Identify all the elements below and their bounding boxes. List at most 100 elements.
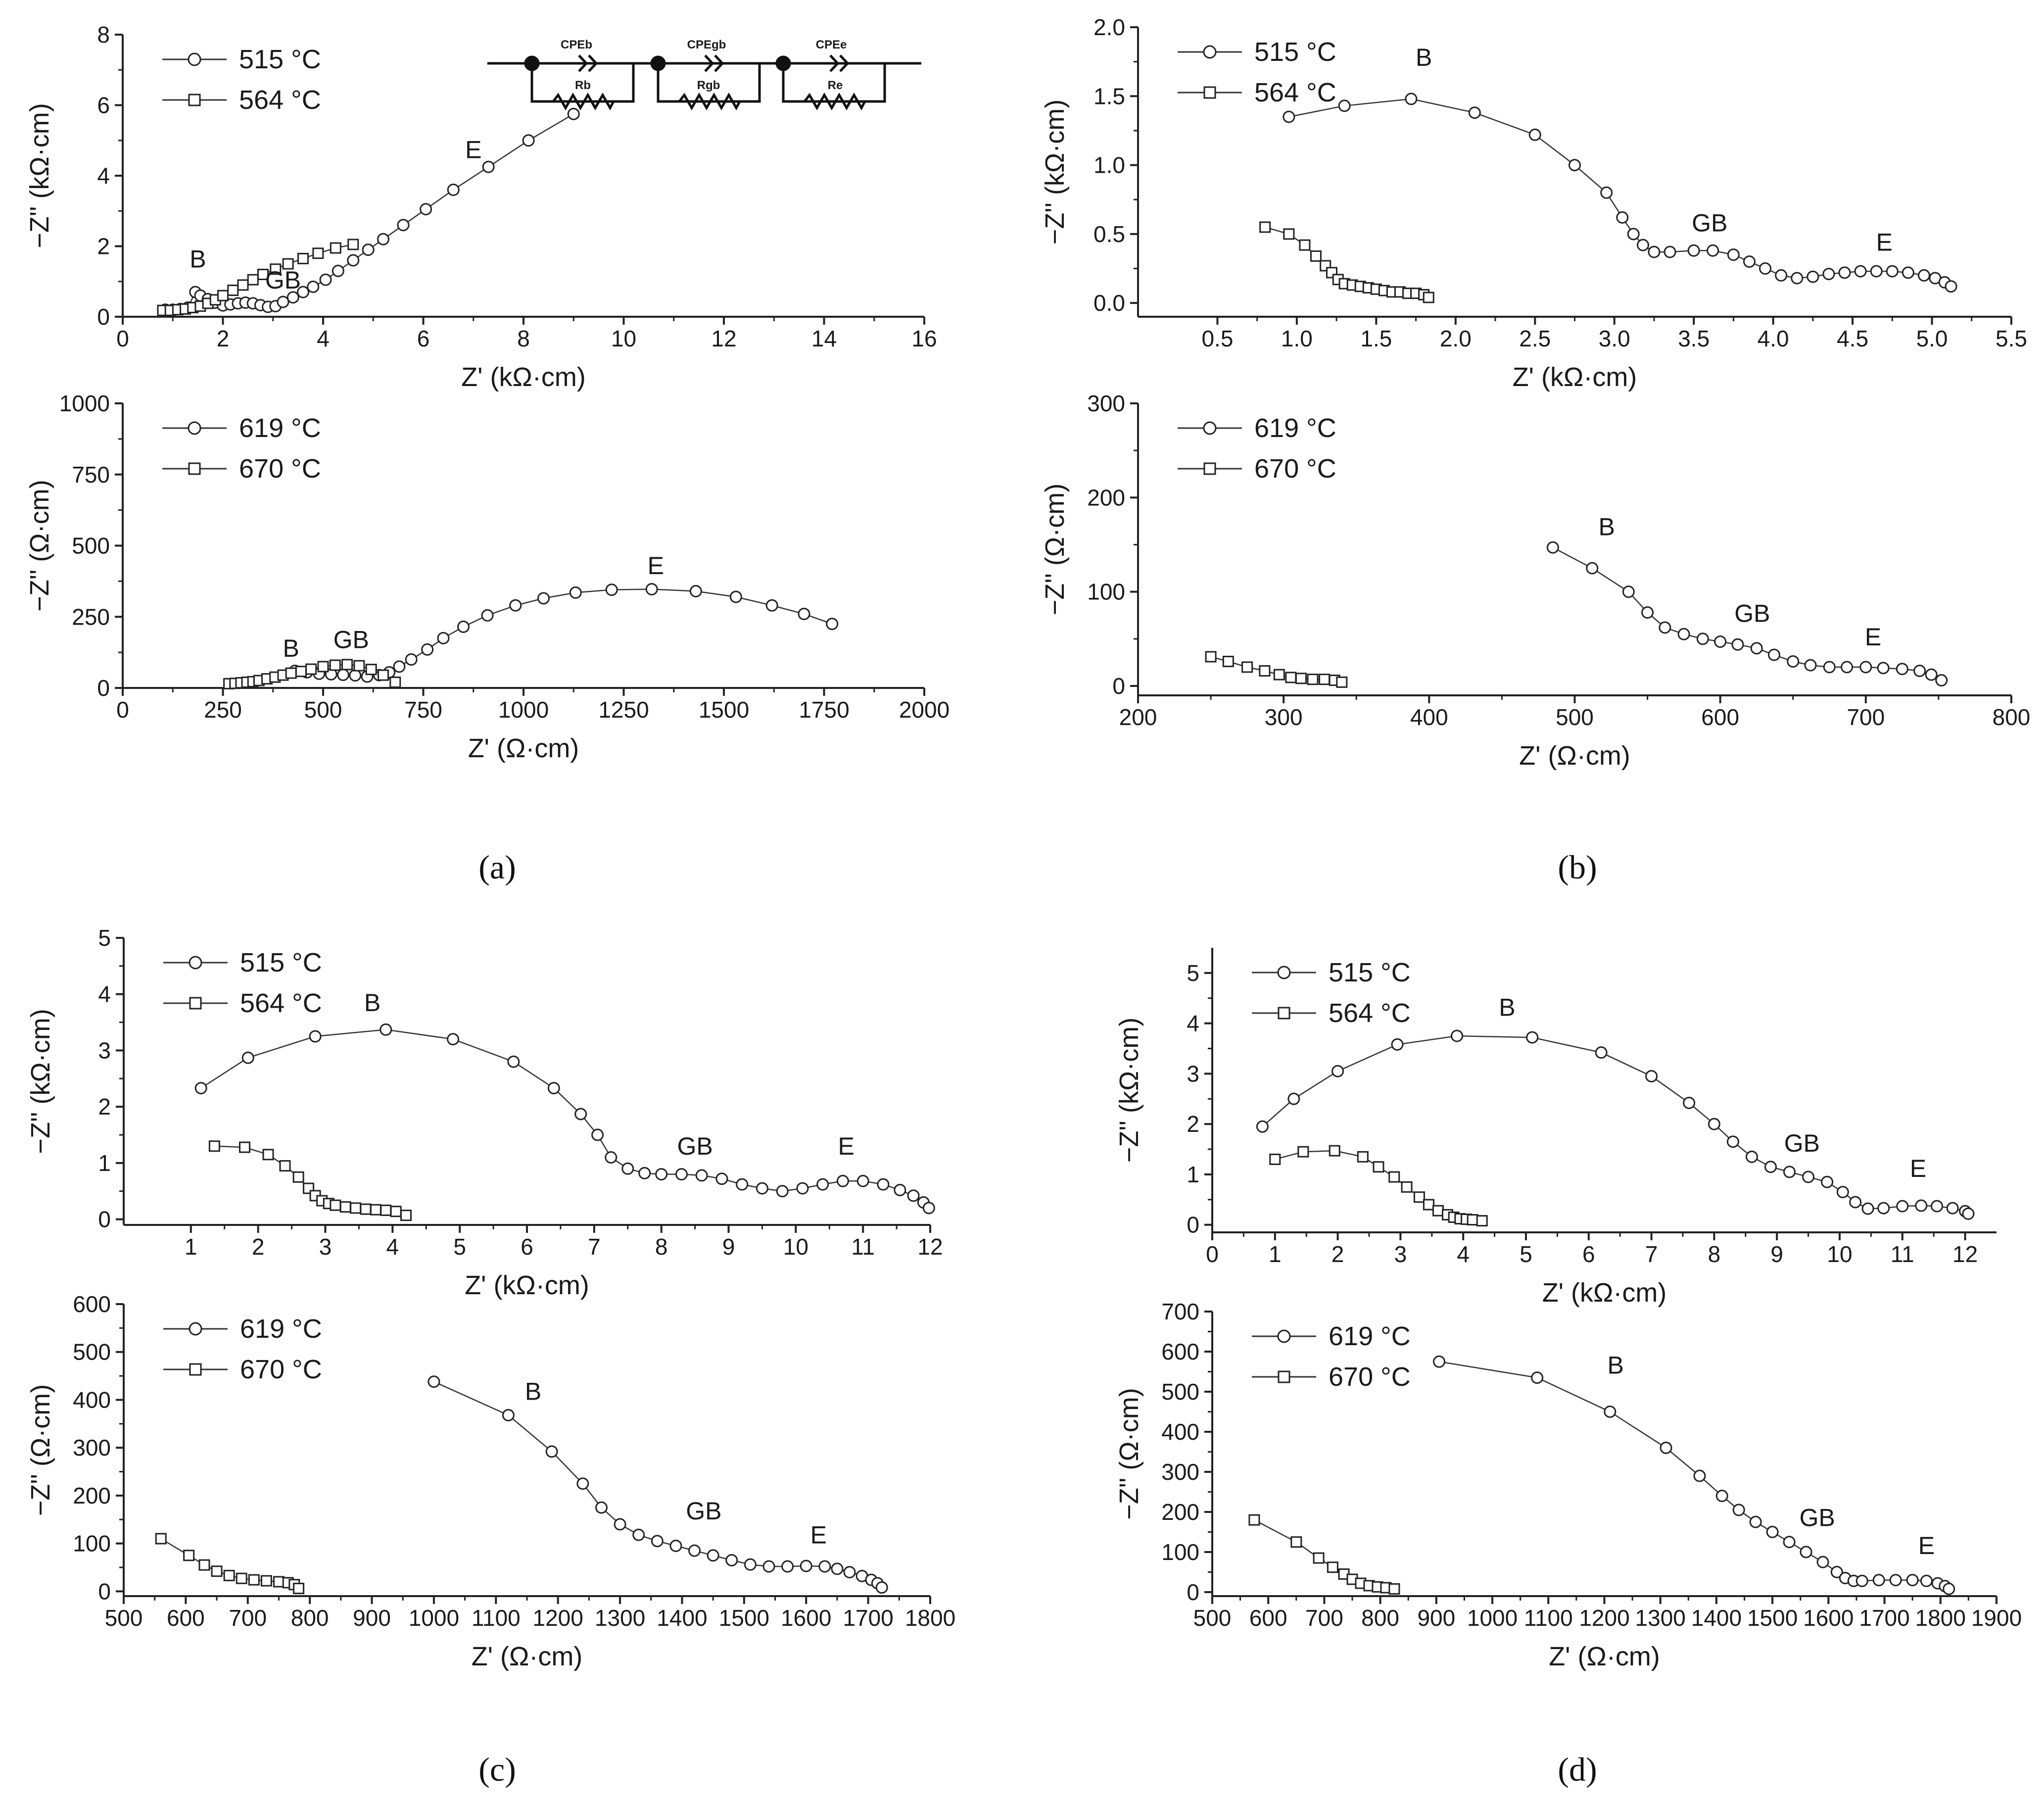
y-axis-title: −Z'' (Ω·cm) xyxy=(1114,1388,1144,1519)
y-tick-label: 4 xyxy=(1187,1011,1199,1036)
data-point-circle xyxy=(605,1151,618,1164)
data-point-square xyxy=(239,1141,250,1153)
data-point-circle xyxy=(277,295,289,308)
data-point-square xyxy=(1313,1552,1325,1564)
data-point-square xyxy=(330,1199,341,1211)
data-point-circle xyxy=(798,608,810,620)
circuit-label-cpee: CPEe xyxy=(816,38,847,51)
data-point-circle xyxy=(796,1182,809,1195)
data-point-circle xyxy=(1604,1405,1616,1418)
data-point-circle xyxy=(632,1528,645,1541)
x-axis-title: Z' (Ω·cm) xyxy=(1549,1642,1660,1671)
data-point-square xyxy=(329,659,341,671)
data-point-square xyxy=(1269,1153,1281,1165)
data-point-square xyxy=(1273,669,1285,681)
data-point-square xyxy=(208,1140,220,1152)
x-tick-label: 400 xyxy=(1410,704,1448,730)
data-point-circle xyxy=(1405,93,1418,105)
y-tick-label: 200 xyxy=(1087,485,1125,510)
x-tick-label: 2 xyxy=(217,326,230,351)
x-tick-label: 6 xyxy=(1582,1241,1595,1267)
y-tick-label: 0 xyxy=(97,304,110,330)
data-point-square xyxy=(341,659,353,671)
x-tick-label: 1300 xyxy=(595,1605,645,1631)
data-point-circle xyxy=(1648,245,1661,258)
data-point-circle xyxy=(1962,1207,1975,1220)
circuit-resistor-re xyxy=(804,92,866,111)
data-point-circle xyxy=(1707,244,1719,257)
data-point-circle xyxy=(1920,1574,1933,1587)
data-point-circle xyxy=(1660,1441,1672,1454)
data-point-circle xyxy=(831,1562,844,1575)
data-point-circle xyxy=(337,669,349,682)
data-point-circle xyxy=(1791,272,1804,285)
data-point-circle xyxy=(595,1501,608,1514)
y-tick-label: 200 xyxy=(73,1483,111,1509)
data-point-square xyxy=(273,1576,285,1588)
data-point-circle xyxy=(1622,585,1635,598)
data-point-square xyxy=(1259,221,1271,233)
data-point-square xyxy=(236,1572,247,1584)
data-point-circle xyxy=(437,632,450,644)
y-tick-label: 300 xyxy=(73,1435,111,1461)
data-point-circle xyxy=(569,586,582,599)
data-point-square xyxy=(223,1569,235,1581)
x-tick-label: 12 xyxy=(1952,1241,1978,1267)
x-tick-label: 1500 xyxy=(1747,1605,1798,1631)
legend-marker-square xyxy=(1203,86,1216,99)
data-point-circle xyxy=(1732,1504,1745,1516)
y-tick-label: 0 xyxy=(98,1207,111,1232)
data-point-circle xyxy=(645,583,658,595)
circuit-resistor-rb xyxy=(552,92,615,111)
data-point-circle xyxy=(377,233,389,245)
y-axis-title: −Z'' (kΩ·cm) xyxy=(25,103,54,248)
x-tick-label: 14 xyxy=(811,326,837,351)
data-point-square xyxy=(1241,661,1253,673)
data-point-circle xyxy=(509,599,522,612)
y-tick-label: 300 xyxy=(1087,390,1125,416)
legend-label: 564 °C xyxy=(1254,78,1336,107)
data-point-square xyxy=(1388,1583,1400,1595)
data-point-square xyxy=(297,252,309,264)
series-square xyxy=(157,239,359,316)
x-axis-title: Z' (kΩ·cm) xyxy=(1513,362,1637,392)
y-tick-label: 600 xyxy=(1161,1339,1199,1364)
x-tick-label: 3.0 xyxy=(1599,326,1630,351)
data-point-circle xyxy=(1749,1515,1762,1528)
legend-marker-circle xyxy=(188,52,201,66)
data-point-circle xyxy=(347,254,360,267)
circuit-cpe-gb-symbol-2 xyxy=(714,54,724,72)
data-point-circle xyxy=(349,669,362,682)
legend-label: 515 °C xyxy=(239,45,321,74)
series-line xyxy=(1288,98,1951,287)
x-tick-label: 9 xyxy=(1770,1241,1783,1267)
data-point-circle xyxy=(843,1566,856,1579)
data-point-circle xyxy=(1546,541,1559,554)
data-point-circle xyxy=(1931,1200,1944,1213)
data-point-square xyxy=(390,1206,402,1218)
data-point-circle xyxy=(1849,1196,1862,1209)
legend-marker-square xyxy=(188,462,201,475)
annotation-label: B xyxy=(1416,44,1432,71)
data-point-circle xyxy=(1526,1031,1539,1044)
x-tick-label: 1300 xyxy=(1635,1605,1686,1631)
data-point-square xyxy=(1285,672,1297,683)
legend-label: 619 °C xyxy=(1254,413,1336,443)
data-point-circle xyxy=(591,1128,604,1141)
data-point-circle xyxy=(907,1189,920,1202)
data-point-square xyxy=(312,247,324,259)
chart-b_bot: 200 300 400 500 600 700 800 0 100 200 300 Z' (Ω·cm)… xyxy=(1040,390,2030,771)
data-point-circle xyxy=(894,1183,906,1196)
y-tick-label: 0 xyxy=(97,675,110,701)
y-tick-label: 600 xyxy=(73,1291,111,1317)
data-point-circle xyxy=(781,1560,794,1573)
data-point-square xyxy=(1222,655,1234,667)
x-tick-label: 1500 xyxy=(699,697,749,723)
y-tick-label: 4 xyxy=(98,981,111,1007)
data-point-circle xyxy=(1708,1118,1720,1130)
data-point-circle xyxy=(1641,606,1654,619)
data-point-circle xyxy=(393,660,406,673)
data-point-square xyxy=(378,669,389,681)
data-point-circle xyxy=(1759,262,1772,275)
data-point-circle xyxy=(877,1178,890,1191)
